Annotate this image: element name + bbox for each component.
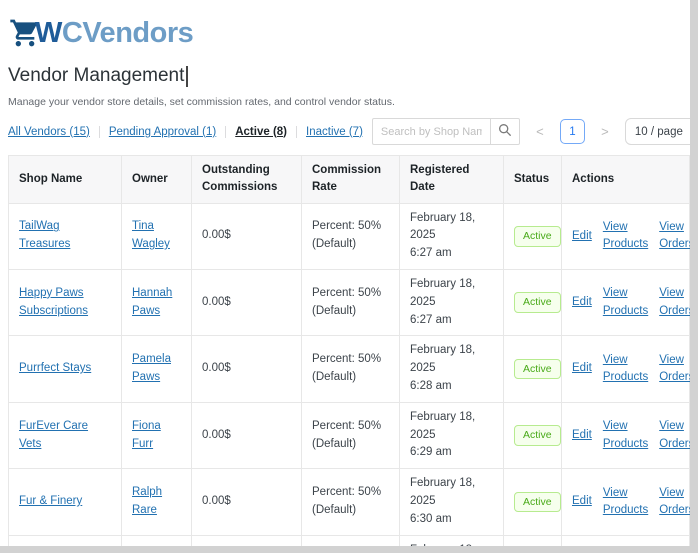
owner-link[interactable]: Ralph Rare bbox=[132, 486, 163, 516]
page-description: Manage your vendor store details, set co… bbox=[8, 96, 395, 108]
status-badge: Active bbox=[514, 225, 561, 247]
registered-date: February 18, 2025 6:27 am bbox=[399, 202, 504, 270]
commission-rate: Percent: 50%(Default) bbox=[301, 335, 400, 403]
status-badge: Active bbox=[514, 292, 561, 313]
shop-link[interactable]: TailWag Treasures bbox=[19, 220, 71, 251]
view-orders-link[interactable]: View Orders bbox=[659, 486, 690, 516]
col-registered-date: Registered Date bbox=[399, 155, 504, 204]
col-actions: Actions bbox=[561, 155, 690, 204]
col-commission-rate: Commission Rate bbox=[301, 155, 400, 204]
row-actions: Edit View Products View Orders bbox=[572, 352, 690, 387]
toolbar: All Vendors (15) Pending Approval (1) Ac… bbox=[8, 118, 690, 145]
owner-link[interactable]: Hannah Paws bbox=[132, 286, 173, 317]
toolbar-controls: < 1 > 10 / page bbox=[371, 118, 690, 145]
shop-link[interactable]: Happy Paws Subscriptions bbox=[19, 286, 89, 317]
page-title: Vendor Management bbox=[8, 65, 185, 86]
status-badge: Active bbox=[514, 358, 561, 380]
status-badge: Active bbox=[514, 491, 561, 513]
edit-link[interactable]: Edit bbox=[572, 495, 592, 508]
view-products-link[interactable]: View Products bbox=[602, 420, 649, 450]
owner-link[interactable]: Fiona Furr bbox=[132, 419, 161, 450]
shop-link[interactable]: FurEver Care Vets bbox=[19, 419, 89, 450]
col-owner: Owner bbox=[121, 155, 192, 204]
table-row: TailWag Treasures Tina Wagley 0.00$ Perc… bbox=[8, 202, 690, 270]
table-row: FurEver Care Vets Fiona Furr 0.00$ Perce… bbox=[8, 401, 690, 470]
commission-rate: Percent: 50%(Default) bbox=[301, 534, 400, 546]
cart-icon bbox=[8, 17, 42, 49]
status-filter-tabs: All Vendors (15) Pending Approval (1) Ac… bbox=[8, 125, 372, 138]
row-actions: Edit View Products View Orders bbox=[572, 485, 690, 520]
tab-inactive[interactable]: Inactive (7) bbox=[296, 125, 372, 138]
tab-all-vendors[interactable]: All Vendors (15) bbox=[8, 125, 90, 138]
table-header-row: Shop Name Owner Outstanding Commissions … bbox=[8, 155, 690, 204]
view-orders-link[interactable]: View Orders bbox=[659, 287, 690, 317]
table-row: Purrfect Stays Pamela Paws 0.00$ Percent… bbox=[8, 335, 690, 403]
view-orders-link[interactable]: View Orders bbox=[659, 420, 690, 450]
view-products-link[interactable]: View Products bbox=[602, 353, 649, 384]
edit-link[interactable]: Edit bbox=[572, 428, 592, 441]
next-page-button[interactable]: > bbox=[592, 119, 617, 144]
view-products-link[interactable]: View Products bbox=[602, 486, 649, 516]
row-actions: Edit View Products View Orders bbox=[572, 418, 690, 453]
search-group bbox=[371, 118, 520, 145]
page-number-1[interactable]: 1 bbox=[559, 119, 585, 144]
row-actions: Edit View Products View Orders bbox=[572, 219, 690, 254]
row-actions: Edit View Products View Orders bbox=[572, 285, 690, 320]
owner-link[interactable]: Pamela Paws bbox=[132, 353, 171, 384]
search-icon bbox=[498, 123, 512, 140]
outstanding-commissions: 0.00$ bbox=[191, 268, 302, 337]
registered-date: February 18, 2025 6:29 am bbox=[399, 401, 504, 470]
wc-vendors-logo: WCVendors bbox=[8, 14, 690, 52]
edit-link[interactable]: Edit bbox=[572, 362, 592, 375]
commission-rate: Percent: 50%(Default) bbox=[301, 202, 400, 270]
commission-rate: Percent: 50%(Default) bbox=[301, 401, 400, 470]
registered-date: February 18, 2025 6:28 am bbox=[399, 335, 504, 403]
outstanding-commissions: 0.00$ bbox=[191, 202, 302, 270]
tab-pending-approval[interactable]: Pending Approval (1) bbox=[98, 125, 225, 138]
col-status: Status bbox=[503, 155, 562, 204]
text-caret bbox=[186, 65, 188, 87]
table-row: Happy Paws Subscriptions Hannah Paws 0.0… bbox=[8, 268, 690, 337]
shop-link[interactable]: Purrfect Stays bbox=[19, 362, 92, 375]
vendor-management-page: WCVendors Vendor Management Manage your … bbox=[0, 0, 690, 546]
view-products-link[interactable]: View Products bbox=[602, 287, 649, 317]
commission-rate: Percent: 50%(Default) bbox=[301, 268, 400, 337]
outstanding-commissions: 0.00$ bbox=[191, 534, 302, 546]
commission-rate: Percent: 50%(Default) bbox=[301, 468, 400, 536]
registered-date: February 18, 2025 6:27 am bbox=[399, 268, 504, 337]
search-input[interactable] bbox=[371, 118, 490, 145]
view-orders-link[interactable]: View Orders bbox=[659, 220, 690, 251]
page-size-value: 10 / page bbox=[634, 125, 683, 138]
table-row: Fur & Finery Ralph Rare 0.00$ Percent: 5… bbox=[8, 468, 690, 536]
view-products-link[interactable]: View Products bbox=[602, 220, 649, 251]
shop-link[interactable]: Fur & Finery bbox=[19, 495, 83, 508]
outstanding-commissions: 0.00$ bbox=[191, 401, 302, 470]
page-title-row: Vendor Management bbox=[8, 65, 690, 87]
view-orders-link[interactable]: View Orders bbox=[659, 353, 690, 384]
edit-link[interactable]: Edit bbox=[572, 229, 592, 242]
vendors-table: Shop Name Owner Outstanding Commissions … bbox=[8, 155, 690, 546]
col-shop-name: Shop Name bbox=[8, 155, 122, 204]
tab-active[interactable]: Active (8) bbox=[225, 125, 296, 138]
prev-page-button[interactable]: < bbox=[527, 119, 552, 144]
col-outstanding-commissions: Outstanding Commissions bbox=[191, 155, 302, 204]
table-row: Pet E-Resources Online Patricia Digital … bbox=[8, 534, 690, 546]
top-pagination: < 1 > 10 / page bbox=[527, 118, 690, 145]
logo-wordmark: WCVendors bbox=[35, 16, 194, 49]
status-badge: Active bbox=[514, 425, 561, 446]
edit-link[interactable]: Edit bbox=[572, 296, 592, 309]
owner-link[interactable]: Tina Wagley bbox=[132, 220, 170, 251]
page-size-select[interactable]: 10 / page bbox=[624, 118, 690, 145]
search-button[interactable] bbox=[489, 118, 520, 145]
outstanding-commissions: 0.00$ bbox=[191, 468, 302, 536]
outstanding-commissions: 0.00$ bbox=[191, 335, 302, 403]
